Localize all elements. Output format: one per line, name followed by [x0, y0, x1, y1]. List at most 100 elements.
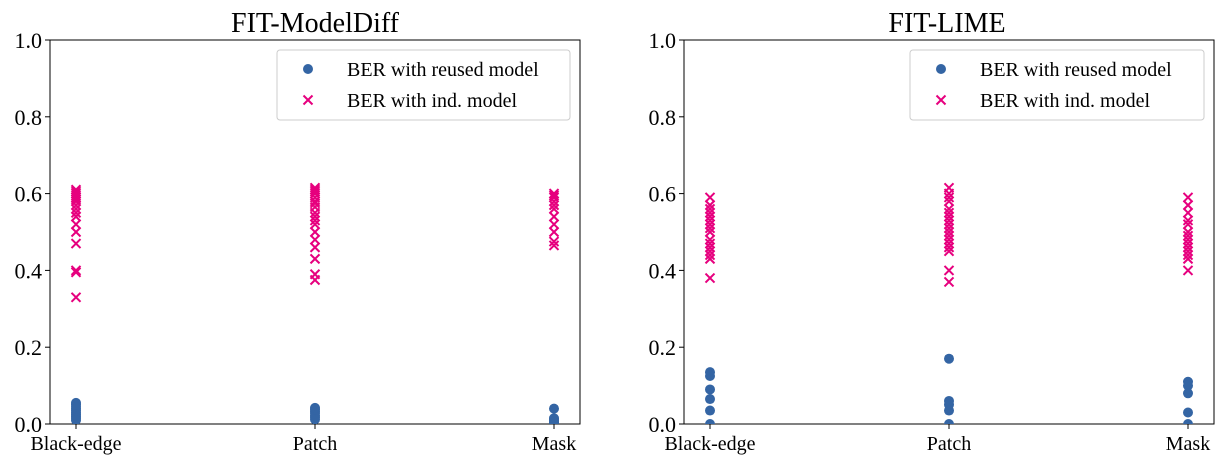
ind-model-point	[943, 265, 955, 276]
ind-model-point	[704, 207, 716, 219]
legend: BER with reused model BER with ind. model	[276, 49, 571, 121]
ind-model-point	[943, 196, 955, 207]
ind-model-point	[704, 249, 716, 261]
ind-model-point	[548, 240, 560, 251]
ind-model-point	[704, 245, 716, 257]
reused-model-point	[705, 384, 715, 395]
ind-model-point	[943, 222, 955, 234]
y-tick-label: 0.2	[15, 335, 43, 360]
ind-model-point	[704, 211, 716, 222]
ind-model-point	[70, 219, 82, 230]
ind-model-point	[704, 219, 716, 230]
ind-model-point	[309, 274, 321, 286]
reused-model-point	[549, 403, 559, 414]
panel-fit-lime: FIT-LIME 0.0 0.2 0.4 0.6 0.8 1.0 Black-edge Pat…	[649, 8, 1215, 455]
ind-model-point	[70, 203, 82, 215]
legend-label: BER with reused model	[347, 59, 539, 81]
legend-marker-x	[302, 94, 314, 106]
legend-marker-x	[935, 94, 947, 106]
ind-model-point	[548, 192, 560, 203]
ind-model-point	[309, 207, 321, 219]
ind-model-point	[309, 219, 321, 230]
ind-model-point	[943, 192, 955, 203]
ind-model-point	[704, 222, 716, 234]
y-tick-label: 0.0	[649, 412, 677, 437]
ind-model-point	[70, 199, 82, 211]
reused-model-point	[1183, 419, 1193, 424]
ind-model-point	[1182, 230, 1194, 242]
ind-model-point	[704, 215, 716, 226]
ind-model-point	[704, 226, 716, 238]
ind-model-point	[943, 234, 955, 245]
ind-model-point	[943, 203, 955, 215]
ind-model-point	[1182, 245, 1194, 257]
ind-model-point	[70, 292, 82, 303]
chart-title: FIT-ModelDiff	[231, 8, 400, 39]
ind-model-point	[943, 245, 955, 257]
x-tick-label: Black-edge	[30, 433, 121, 455]
reused-model-point	[71, 415, 81, 424]
ind-model-point	[943, 207, 955, 219]
x-tick-label: Black-edge	[664, 433, 755, 455]
ind-model-point	[548, 199, 560, 211]
ind-model-point	[309, 197, 321, 209]
reused-model-point	[549, 417, 559, 424]
ind-model-point	[548, 219, 560, 230]
ind-model-point	[70, 196, 82, 207]
legend-label: BER with reused model	[980, 59, 1172, 81]
ind-model-point	[309, 226, 321, 238]
ind-model-point	[704, 203, 716, 215]
ind-model-point	[704, 234, 716, 245]
ind-model-point	[70, 265, 82, 276]
legend-marker-circle	[936, 64, 946, 74]
legend-box	[909, 49, 1205, 121]
ind-model-point	[943, 230, 955, 242]
legend-label: BER with ind. model	[980, 90, 1150, 112]
data-points	[704, 182, 1194, 424]
ind-model-point	[70, 238, 82, 249]
legend: BER with reused model BER with ind. model	[909, 49, 1205, 121]
ind-model-point	[704, 272, 716, 284]
ind-model-point	[1182, 219, 1194, 230]
reused-model-point	[705, 394, 715, 405]
reused-model-point	[705, 419, 715, 424]
ind-model-point	[309, 211, 321, 222]
chart-title: FIT-LIME	[888, 8, 1005, 39]
ind-model-point	[943, 276, 955, 288]
ind-model-point	[943, 188, 955, 199]
y-tick-label: 0.8	[15, 105, 43, 130]
x-tick-label: Patch	[927, 433, 971, 455]
ind-model-point	[548, 211, 560, 222]
reused-model-point	[944, 419, 954, 424]
ind-model-point	[548, 236, 560, 247]
ind-model-point	[1182, 265, 1194, 276]
ind-model-point	[309, 253, 321, 265]
ind-model-point	[70, 226, 82, 238]
ind-model-point	[548, 196, 560, 207]
ind-model-point	[943, 242, 955, 253]
ind-model-point	[1182, 253, 1194, 265]
legend-label: BER with ind. model	[347, 90, 517, 112]
reused-model-point	[944, 353, 954, 364]
y-tick-label: 0.6	[15, 182, 43, 207]
ind-model-point	[70, 192, 82, 203]
ind-model-point	[1182, 249, 1194, 261]
ind-model-point	[943, 226, 955, 238]
ind-model-point	[1182, 238, 1194, 249]
ind-model-point	[704, 192, 716, 203]
ind-model-point	[1182, 207, 1194, 219]
ind-model-point	[943, 238, 955, 249]
ind-model-point	[1182, 199, 1194, 211]
ind-model-point	[1182, 234, 1194, 245]
reused-model-point	[705, 371, 715, 381]
data-points	[70, 182, 560, 424]
y-tick-label: 0.4	[15, 258, 43, 283]
ind-model-point	[943, 215, 955, 226]
ind-model-point	[70, 207, 82, 219]
reused-model-point	[1183, 380, 1193, 391]
ind-model-point	[943, 219, 955, 230]
ind-model-point	[1182, 215, 1194, 226]
reused-model-point	[1183, 388, 1193, 399]
ind-model-point	[309, 242, 321, 253]
y-tick-label: 0.0	[15, 412, 43, 437]
